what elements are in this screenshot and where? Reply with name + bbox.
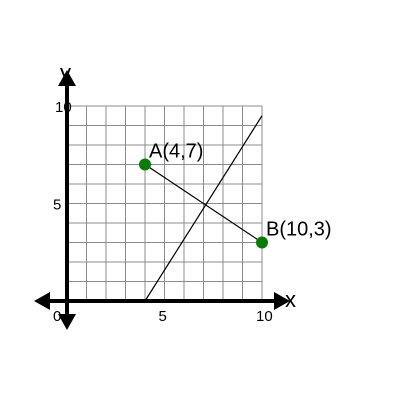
y-tick-label: 5	[53, 197, 61, 214]
axes	[34, 70, 290, 330]
point-label-1: A(4,7)	[149, 141, 203, 163]
x-axis-arrow-left	[34, 292, 50, 310]
point-label-2: B(10,3)	[266, 219, 332, 241]
line-segment-1	[144, 164, 263, 243]
x-tick-label: 10	[256, 308, 273, 325]
data-point-2	[256, 236, 268, 249]
data-points: A(4,7) B(10,3)	[139, 141, 332, 249]
tick-labels: 0 5 10 5 10	[53, 99, 273, 325]
data-point-1	[139, 158, 151, 171]
y-axis-arrow-down	[58, 314, 76, 330]
line-segment-2	[144, 115, 263, 302]
x-tick-label: 0	[53, 308, 61, 325]
x-axis-label: x	[285, 287, 296, 312]
y-axis-label: y	[60, 60, 71, 85]
y-axis-arrow-up	[58, 70, 76, 86]
x-tick-label: 5	[159, 308, 167, 325]
grid	[66, 105, 263, 302]
y-tick-label: 10	[55, 99, 72, 116]
line-segments	[144, 115, 263, 302]
x-axis-arrow-right	[274, 292, 290, 310]
